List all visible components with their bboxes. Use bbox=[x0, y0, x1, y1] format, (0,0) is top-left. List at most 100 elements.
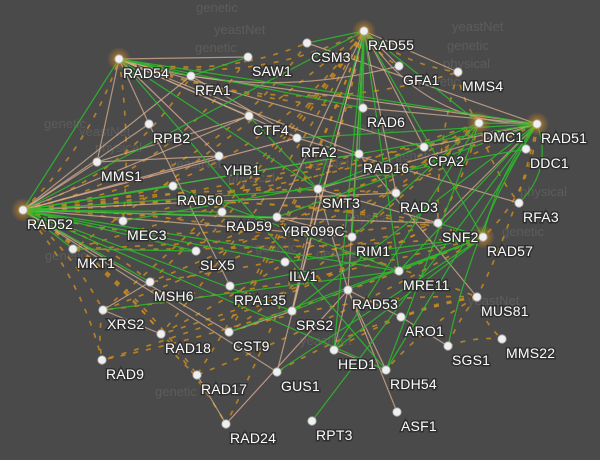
edge-rad52-cst9 bbox=[22, 209, 230, 333]
edge-mus81-aro1 bbox=[400, 296, 478, 318]
node-XRS2[interactable] bbox=[98, 305, 108, 315]
node-YHB1[interactable] bbox=[214, 151, 224, 161]
node-SLX5[interactable] bbox=[191, 246, 201, 256]
watermark-genetic: genetic bbox=[45, 248, 87, 263]
node-ASF1[interactable] bbox=[392, 407, 402, 417]
node-RDH54[interactable] bbox=[381, 365, 391, 375]
node-CSM3[interactable] bbox=[302, 38, 312, 48]
node-RAD16[interactable] bbox=[354, 149, 364, 159]
edge-dmc1-snf2 bbox=[437, 122, 480, 224]
edge-rad51-slx5 bbox=[195, 123, 538, 252]
edge-rad24-rad17 bbox=[196, 374, 227, 425]
edge-rad57-gus1 bbox=[276, 236, 484, 373]
edge-rad52-ilv1 bbox=[22, 209, 286, 263]
node-SGS1[interactable] bbox=[443, 341, 453, 351]
edge-rad54-mms4 bbox=[118, 58, 459, 97]
node-GFA1[interactable] bbox=[394, 61, 404, 71]
node-RAD6[interactable] bbox=[358, 103, 368, 113]
edge-rad51-rdh54 bbox=[385, 123, 538, 371]
edge-rad52-srs2 bbox=[22, 209, 293, 312]
node-RAD54[interactable] bbox=[114, 54, 124, 64]
edge-rad52-rad55 bbox=[22, 30, 365, 211]
node-label-ARO1: ARO1 bbox=[405, 323, 444, 339]
node-MRE11[interactable] bbox=[394, 266, 404, 276]
node-RPA135[interactable] bbox=[225, 281, 235, 291]
edge-rad51-rad57 bbox=[482, 123, 538, 238]
node-label-XRS2: XRS2 bbox=[107, 316, 144, 332]
edge-rad54-rfa2 bbox=[118, 58, 298, 139]
node-RAD9[interactable] bbox=[97, 355, 107, 365]
edge-rad55-mkt1 bbox=[72, 30, 365, 250]
edge-mms4-snf2 bbox=[436, 71, 459, 224]
node-RPB2[interactable] bbox=[144, 119, 154, 129]
watermark-yeastNet: yeastNet bbox=[170, 156, 222, 171]
node-RAD24[interactable] bbox=[221, 419, 231, 429]
edge-dmc1-msh6 bbox=[149, 122, 480, 283]
node-RFA3[interactable] bbox=[514, 198, 524, 208]
node-RPT3[interactable] bbox=[307, 416, 317, 426]
node-label-RAD16: RAD16 bbox=[363, 160, 409, 176]
edge-rad52-rad51 bbox=[22, 123, 538, 211]
node-label-SRS2: SRS2 bbox=[296, 317, 333, 333]
node-RAD57[interactable] bbox=[478, 232, 488, 242]
node-RAD50[interactable] bbox=[168, 181, 178, 191]
edge-rad54-saw1 bbox=[118, 56, 249, 60]
node-MSH6[interactable] bbox=[145, 277, 155, 287]
node-label-RAD55: RAD55 bbox=[368, 37, 414, 53]
node-MEC3[interactable] bbox=[118, 216, 128, 226]
edge-layer bbox=[22, 30, 543, 425]
node-SMT3[interactable] bbox=[313, 184, 323, 194]
node-MMS1[interactable] bbox=[92, 157, 102, 167]
node-DMC1[interactable] bbox=[474, 118, 484, 128]
node-label-RAD9: RAD9 bbox=[106, 366, 144, 382]
node-RFA1[interactable] bbox=[186, 71, 196, 81]
edge-dmc1-smt3 bbox=[317, 122, 480, 190]
node-RAD51[interactable] bbox=[532, 119, 542, 129]
edge-rad52-smt3 bbox=[22, 188, 319, 211]
node-RAD53[interactable] bbox=[343, 285, 353, 295]
edge-rad53-asf1 bbox=[347, 289, 398, 413]
node-label-MSH6: MSH6 bbox=[154, 288, 194, 304]
edge-rad52-csm3 bbox=[22, 42, 308, 211]
node-label-RAD6: RAD6 bbox=[367, 114, 405, 130]
node-label-DDC1: DDC1 bbox=[530, 155, 569, 171]
node-CPA2[interactable] bbox=[419, 142, 429, 152]
watermark-genetic: genetic bbox=[255, 240, 297, 255]
node-layer bbox=[18, 26, 542, 429]
node-GUS1[interactable] bbox=[272, 367, 282, 377]
edge-aro1-sgs1 bbox=[400, 316, 449, 347]
edge-rad55-ybr099c bbox=[276, 30, 365, 218]
node-MUS81[interactable] bbox=[472, 292, 482, 302]
node-CTF4[interactable] bbox=[244, 111, 254, 121]
node-YBR099C[interactable] bbox=[272, 212, 282, 222]
node-label-SAW1: SAW1 bbox=[252, 63, 292, 79]
node-RAD55[interactable] bbox=[359, 26, 369, 36]
edge-rad55-mre11 bbox=[363, 30, 400, 272]
edge-rad54-smt3 bbox=[118, 58, 319, 190]
node-RFA2[interactable] bbox=[292, 133, 302, 143]
edge-rad55-rad18 bbox=[160, 30, 365, 335]
node-MMS4[interactable] bbox=[453, 67, 463, 77]
node-RAD59[interactable] bbox=[217, 207, 227, 217]
node-HED1[interactable] bbox=[329, 345, 339, 355]
node-SRS2[interactable] bbox=[287, 306, 297, 316]
node-MMS22[interactable] bbox=[497, 334, 507, 344]
node-MKT1[interactable] bbox=[68, 244, 78, 254]
node-RAD17[interactable] bbox=[192, 370, 202, 380]
node-SNF2[interactable] bbox=[433, 218, 443, 228]
node-RIM1[interactable] bbox=[347, 232, 357, 242]
node-RAD18[interactable] bbox=[156, 329, 166, 339]
edge-rad52-yhb1 bbox=[22, 155, 220, 211]
node-RAD52[interactable] bbox=[18, 205, 28, 215]
node-ILV1[interactable] bbox=[280, 257, 290, 267]
node-SAW1[interactable] bbox=[243, 52, 253, 62]
node-CST9[interactable] bbox=[224, 327, 234, 337]
edge-mre11-xrs2 bbox=[102, 270, 400, 311]
edge-rad53-aro1 bbox=[347, 289, 402, 318]
edge-rad52-rad50 bbox=[22, 185, 174, 211]
node-RAD3[interactable] bbox=[391, 188, 401, 198]
node-ARO1[interactable] bbox=[396, 312, 406, 322]
edge-sgs1-mms22 bbox=[447, 337, 503, 347]
node-DDC1[interactable] bbox=[521, 144, 531, 154]
node-label-RFA1: RFA1 bbox=[195, 82, 231, 98]
